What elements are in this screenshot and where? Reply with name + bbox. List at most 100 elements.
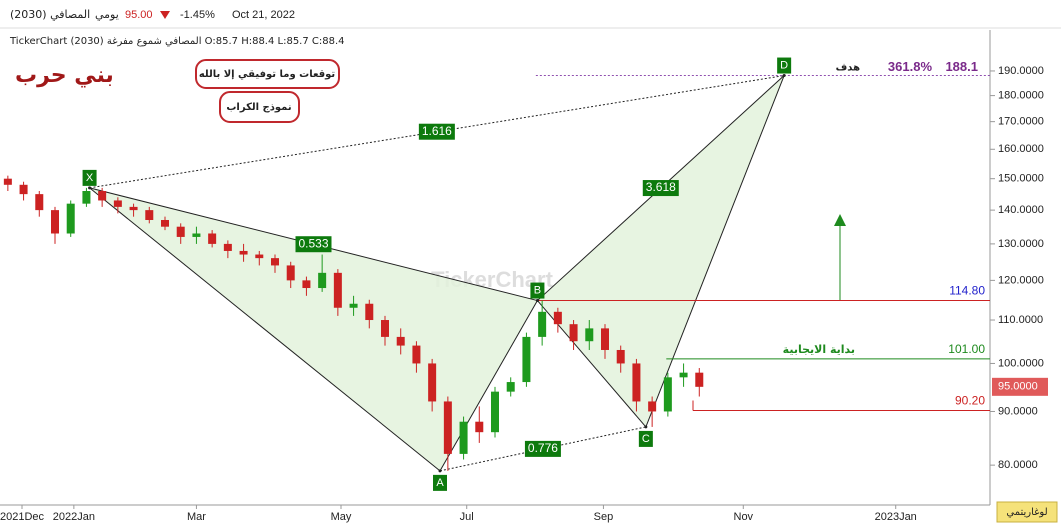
note-bubble: [219, 91, 300, 123]
candle-body: [506, 382, 515, 392]
ratio-label: 1.616: [422, 124, 452, 138]
pattern-line: [645, 75, 785, 428]
point-box: [82, 169, 97, 186]
point-box: [638, 430, 653, 447]
point-label: A: [436, 477, 444, 489]
y-tick-label: 140.0000: [998, 204, 1044, 216]
ratio-box: [295, 236, 332, 253]
candle-body: [428, 363, 437, 402]
y-tick-label: 80.0000: [998, 459, 1038, 471]
pattern-point: [88, 186, 92, 190]
y-tick-label: 110.0000: [998, 314, 1043, 326]
candle-body: [585, 328, 594, 342]
candle-body: [35, 194, 44, 211]
author: بني حرب: [15, 63, 114, 88]
y-tick-label: 100.0000: [998, 357, 1044, 369]
candle-body: [302, 280, 311, 289]
pattern-point: [782, 74, 786, 78]
candle-body: [333, 272, 342, 308]
pattern-point: [644, 425, 648, 429]
candle-body: [443, 401, 452, 454]
candle-body: [82, 190, 91, 204]
pattern-line: [439, 300, 538, 472]
level-label: 114.80: [949, 284, 985, 298]
x-tick-label: May: [331, 511, 352, 523]
candle-body: [161, 219, 169, 227]
x-tick-label: Sep: [594, 511, 614, 523]
candle-body: [412, 345, 421, 364]
x-tick-label: 2023Jan: [875, 511, 917, 523]
candle-body: [381, 320, 389, 337]
candle-body: [176, 226, 185, 237]
ratio-box: [642, 180, 679, 197]
x-tick-label: Mar: [187, 511, 206, 523]
price-badge-label: 95.0000: [998, 381, 1038, 393]
symbol: المصافي (2030): [10, 8, 90, 21]
candle-body: [223, 243, 232, 251]
change: -1.45%: [180, 9, 215, 21]
date: Oct 21, 2022: [232, 9, 295, 21]
candle-body: [632, 363, 641, 402]
point-box: [530, 282, 545, 299]
y-tick-label: 170.0000: [998, 116, 1044, 128]
point-label: B: [534, 284, 541, 296]
y-tick-label: 120.0000: [998, 274, 1044, 286]
candle-body: [475, 421, 484, 433]
info: TickerChart المصافي شموع مفرغة (2030) O:…: [9, 36, 345, 47]
ratio-box: [418, 123, 455, 140]
candle-body: [3, 178, 12, 185]
candle-body: [113, 200, 122, 207]
pattern-line: [89, 187, 441, 472]
x-tick-label: Jul: [460, 511, 474, 523]
candle-body: [648, 401, 657, 412]
scale-label: لوغاريتمي: [1006, 507, 1047, 518]
candle-body: [208, 233, 217, 244]
candle-body: [679, 372, 688, 378]
candle-body: [349, 303, 358, 308]
y-tick-label: 180.0000: [998, 90, 1044, 102]
pattern-point: [535, 299, 539, 303]
ratio-label: 0.776: [528, 441, 558, 455]
ratio-label: 3.618: [646, 180, 676, 194]
pattern-point: [438, 469, 442, 473]
point-label: D: [780, 59, 788, 71]
candle-body: [553, 311, 562, 325]
candle-body: [255, 254, 264, 259]
point-box: [777, 57, 792, 74]
candle-body: [663, 377, 672, 412]
point-box: [433, 474, 447, 491]
arrow-head: [834, 214, 846, 226]
candle-body: [192, 233, 201, 237]
candle-body: [491, 391, 499, 433]
candle-body: [98, 190, 107, 201]
level-label: 90.20: [955, 394, 985, 408]
level-label: 101.00: [948, 342, 985, 356]
candle-body: [318, 272, 327, 289]
note: توقعات وما توفيقي إلا بالله: [199, 69, 336, 80]
candle-body: [51, 210, 59, 234]
candle-body: [601, 328, 609, 350]
candle-body: [239, 250, 248, 255]
candle-body: [19, 184, 28, 195]
target-name: هدف: [836, 63, 860, 74]
y-tick-label: 160.0000: [998, 143, 1044, 155]
candle-body: [66, 203, 75, 234]
y-tick-label: 130.0000: [998, 238, 1044, 250]
note: نموذج الكراب: [226, 102, 291, 113]
scale-button[interactable]: [996, 501, 1058, 523]
pattern-area: [89, 187, 538, 471]
candle-body: [569, 324, 578, 342]
candle-body: [459, 421, 468, 454]
candle-body: [271, 258, 279, 266]
candle-body: [396, 336, 405, 346]
period: يومي: [95, 8, 119, 21]
candle-body: [695, 372, 704, 387]
x-tick-label: 2021Dec: [0, 511, 45, 523]
y-tick-label: 190.0000: [998, 65, 1044, 77]
candle-body: [145, 210, 154, 220]
candle-body: [538, 311, 547, 337]
point-label: X: [86, 172, 94, 184]
y-tick-label: 90.0000: [998, 405, 1038, 417]
price-badge: [992, 377, 1048, 396]
